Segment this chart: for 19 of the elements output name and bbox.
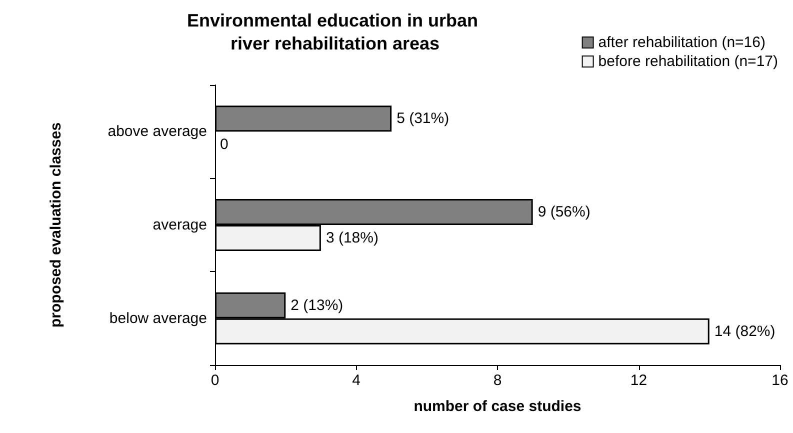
x-tick-label: 0 [210,372,220,389]
chart-title: Environmental education in urban river rehabilitation areas [186,10,484,54]
x-axis-title: number of case studies [414,398,582,415]
y-tick-label: average [152,216,207,234]
x-tick-label: 12 [630,372,648,389]
legend-label: after rehabilitation (n=16) [598,34,766,51]
y-tick-label: above average [108,123,207,140]
data-label: 3 (18%) [326,230,378,246]
y-axis-title: proposed evaluation classes [48,122,64,328]
data-label: 5 (31%) [396,110,450,128]
y-tick-label: below average [109,310,207,327]
data-label: 2 (13%) [290,296,344,314]
data-label: 0 [220,136,228,154]
x-tick-label: 8 [493,372,502,389]
legend-label: before rehabilitation (n=17) [598,53,778,70]
x-tick-label: 4 [352,372,360,389]
x-tick-label: 16 [772,372,788,389]
data-label: 14 (82%) [714,322,776,340]
data-label: 9 (56%) [538,204,590,220]
